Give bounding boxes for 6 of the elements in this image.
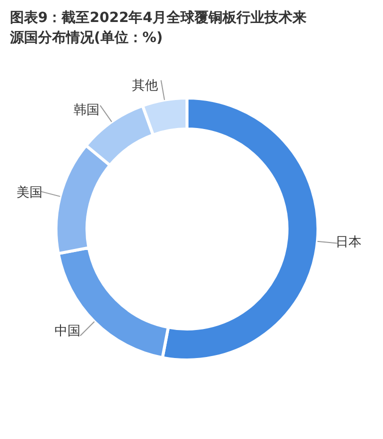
chart-title: 图表9：截至2022年4月全球覆铜板行业技术来源国分布情况(单位：%) — [10, 9, 308, 48]
slice-label: 中国 — [54, 324, 80, 340]
slice-label: 日本 — [335, 235, 362, 250]
slice-label: 其他 — [132, 78, 158, 94]
slice-label: 韩国 — [74, 102, 100, 118]
slice-label: 美国 — [16, 184, 43, 200]
